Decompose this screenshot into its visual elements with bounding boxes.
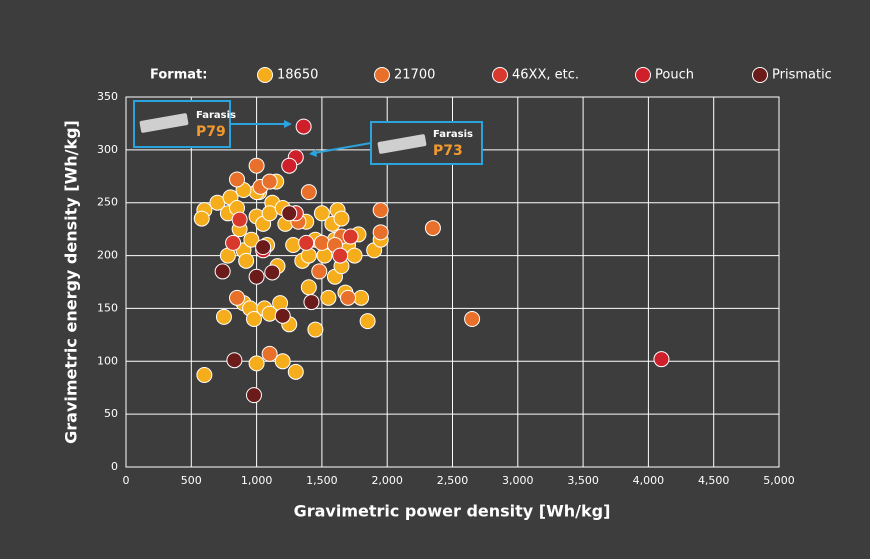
legend-marker: [374, 67, 390, 83]
point: [264, 264, 281, 281]
point: [274, 307, 291, 324]
legend-title: Format:: [150, 68, 207, 83]
callout-model: P73: [433, 143, 463, 159]
point: [424, 220, 441, 237]
legend-label: 18650: [277, 68, 318, 83]
point: [245, 387, 262, 404]
point: [298, 234, 315, 251]
point: [281, 205, 298, 222]
callout-box: [370, 121, 483, 165]
point: [193, 210, 210, 227]
y-tick-label: 100: [97, 354, 118, 367]
point: [313, 205, 330, 222]
point: [215, 308, 232, 325]
x-tick-label: 3,500: [567, 474, 599, 487]
point: [255, 239, 272, 256]
point: [248, 268, 265, 285]
point: [342, 228, 359, 245]
point: [281, 157, 298, 174]
x-tick-label: 1,500: [306, 474, 338, 487]
y-tick-label: 150: [97, 301, 118, 314]
point: [245, 311, 262, 327]
arrow-head: [309, 149, 317, 157]
x-tick-label: 4,500: [698, 474, 730, 487]
y-tick-label: 50: [104, 407, 118, 420]
point: [359, 313, 376, 330]
point: [287, 363, 304, 380]
point: [333, 210, 350, 227]
y-tick-label: 300: [97, 143, 118, 156]
point: [285, 237, 302, 253]
y-tick-label: 250: [97, 196, 118, 209]
x-tick-label: 3,000: [502, 474, 534, 487]
point: [231, 211, 248, 228]
point: [372, 224, 389, 241]
point: [340, 289, 357, 306]
legend-marker: [257, 67, 273, 83]
legend-label: 46XX, etc.: [512, 68, 579, 83]
callout-model: P79: [196, 124, 226, 140]
point: [238, 252, 255, 269]
x-tick-label: 2,000: [371, 474, 403, 487]
point: [226, 352, 243, 369]
x-tick-label: 2,500: [437, 474, 469, 487]
point: [313, 234, 330, 251]
x-tick-label: 5,000: [763, 474, 795, 487]
legend-marker: [752, 67, 768, 83]
y-tick-label: 0: [111, 460, 118, 473]
point: [243, 231, 260, 248]
point: [225, 234, 242, 251]
point: [229, 289, 246, 306]
annotations: Farasis P79 Farasis P73: [133, 100, 483, 165]
x-tick-label: 0: [123, 474, 130, 487]
point: [303, 294, 320, 311]
arrow-head: [284, 120, 292, 128]
point: [372, 202, 389, 219]
point: [332, 247, 349, 264]
point: [274, 353, 291, 370]
point: [346, 247, 363, 264]
plot-border: [125, 96, 780, 468]
y-tick-label: 200: [97, 249, 118, 262]
legend-label: 21700: [394, 68, 435, 83]
point: [261, 173, 278, 190]
cell-icon: [377, 134, 427, 154]
point: [261, 345, 278, 362]
point: [320, 289, 337, 306]
arrow: [313, 142, 372, 154]
legend-marker: [635, 67, 651, 83]
point: [295, 118, 312, 135]
legend-label: Pouch: [655, 68, 694, 83]
point: [300, 184, 317, 201]
x-tick-label: 4,000: [633, 474, 665, 487]
point: [307, 321, 324, 338]
point: [196, 367, 213, 384]
callout-company: Farasis: [433, 129, 473, 140]
point: [248, 355, 265, 372]
x-axis-label: Gravimetric power density [Wh/kg]: [294, 502, 611, 521]
point: [464, 311, 481, 327]
point: [300, 279, 317, 296]
x-tick-label: 500: [181, 474, 202, 487]
legend-marker: [492, 67, 508, 83]
x-tick-label: 1,000: [241, 474, 273, 487]
y-axis-label: Gravimetric energy density [Wh/kg]: [62, 120, 81, 444]
y-tick-label: 350: [97, 90, 118, 103]
legend-label: Prismatic: [772, 68, 832, 83]
cell-icon: [139, 113, 189, 133]
point: [214, 263, 231, 280]
point: [248, 157, 265, 174]
point: [311, 263, 328, 280]
callout-company: Farasis: [196, 110, 236, 121]
plot-area: 0 50 100 150 200 250 300 350 0 500 1,000 1,500 2,000…: [97, 90, 795, 487]
point: [653, 351, 670, 368]
point: [229, 171, 246, 188]
